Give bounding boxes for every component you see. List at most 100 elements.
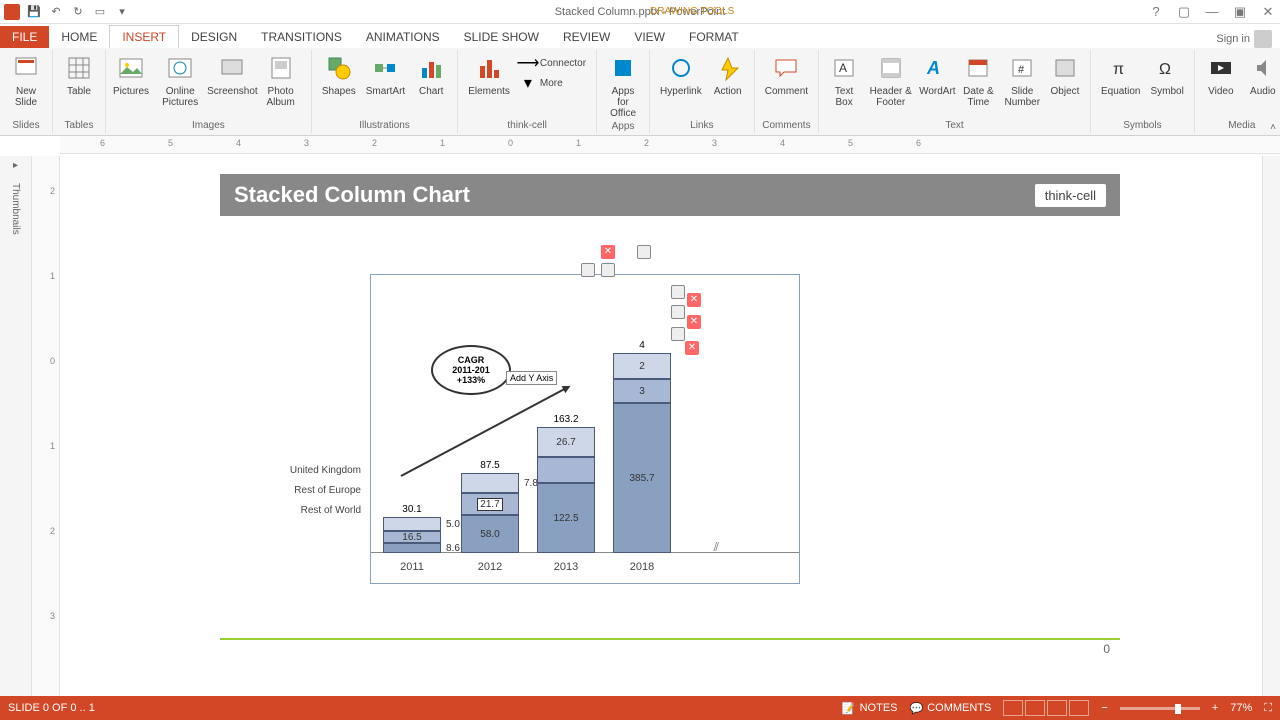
smartart-button[interactable]: SmartArt bbox=[362, 50, 409, 99]
context-tab-label: DRAWING TOOLS bbox=[650, 6, 734, 17]
notes-button[interactable]: 📝 NOTES bbox=[842, 702, 898, 715]
thinkcell-logo: think-cell bbox=[1035, 184, 1106, 207]
ribbon-tabs: FILE HOME INSERT DESIGN TRANSITIONS ANIM… bbox=[0, 24, 1280, 48]
delete-handle-icon[interactable]: ✕ bbox=[685, 341, 699, 355]
handle-icon[interactable] bbox=[601, 263, 615, 277]
workspace: ▸ Thumbnails 210123 Stacked Column Chart… bbox=[0, 156, 1280, 696]
online-pictures-button[interactable]: Online Pictures bbox=[152, 50, 208, 110]
add-y-axis-tooltip: Add Y Axis bbox=[506, 371, 557, 385]
connector-button[interactable]: ⟶Connector bbox=[516, 54, 590, 72]
group-tables-label: Tables bbox=[65, 120, 94, 133]
pictures-button[interactable]: Pictures bbox=[112, 50, 150, 99]
audio-button[interactable]: Audio bbox=[1243, 50, 1280, 99]
table-button[interactable]: Table bbox=[59, 50, 99, 99]
stacked-column-chart[interactable]: United Kingdom Rest of Europe Rest of Wo… bbox=[370, 274, 800, 584]
tab-animations[interactable]: ANIMATIONS bbox=[354, 26, 452, 48]
symbol-button[interactable]: ΩSymbol bbox=[1146, 50, 1187, 99]
delete-handle-icon[interactable]: ✕ bbox=[601, 245, 615, 259]
apps-office-button[interactable]: Apps for Office bbox=[603, 50, 643, 121]
object-button[interactable]: Object bbox=[1046, 50, 1084, 99]
signin-label: Sign in bbox=[1216, 33, 1250, 45]
slide-footer: 0 bbox=[220, 638, 1120, 658]
tab-format[interactable]: FORMAT bbox=[677, 26, 751, 48]
action-button[interactable]: Action bbox=[708, 50, 748, 99]
equation-button[interactable]: πEquation bbox=[1097, 50, 1144, 99]
qat-dropdown-icon[interactable]: ▾ bbox=[114, 4, 130, 20]
svg-text:π: π bbox=[1113, 61, 1124, 78]
tab-transitions[interactable]: TRANSITIONS bbox=[249, 26, 354, 48]
tab-insert[interactable]: INSERT bbox=[109, 25, 179, 48]
wordart-button[interactable]: AWordArt bbox=[918, 50, 956, 99]
undo-icon[interactable]: ↶ bbox=[48, 4, 64, 20]
group-apps-label: Apps bbox=[612, 121, 635, 134]
zoom-in-icon[interactable]: + bbox=[1212, 702, 1218, 714]
powerpoint-icon bbox=[4, 4, 20, 20]
collapse-ribbon-icon[interactable]: ˄ bbox=[1270, 122, 1276, 133]
zoom-slider[interactable] bbox=[1120, 707, 1200, 710]
maximize-icon[interactable]: ▣ bbox=[1230, 4, 1250, 20]
avatar-icon bbox=[1254, 30, 1272, 48]
zoom-level[interactable]: 77% bbox=[1230, 702, 1252, 714]
header-footer-button[interactable]: Header & Footer bbox=[865, 50, 916, 110]
handle-icon[interactable] bbox=[581, 263, 595, 277]
slide-area[interactable]: Stacked Column Chart think-cell United K… bbox=[60, 156, 1262, 696]
cagr-annotation[interactable]: CAGR 2011-201 +133% bbox=[431, 345, 511, 395]
redo-icon[interactable]: ↻ bbox=[70, 4, 86, 20]
minimize-icon[interactable]: — bbox=[1202, 4, 1222, 20]
vertical-ruler: 210123 bbox=[32, 156, 60, 696]
slide-number-button[interactable]: #Slide Number bbox=[1001, 50, 1044, 110]
hyperlink-button[interactable]: Hyperlink bbox=[656, 50, 706, 99]
svg-text:A: A bbox=[839, 61, 847, 75]
textbox-button[interactable]: AText Box bbox=[825, 50, 863, 110]
handle-icon[interactable] bbox=[637, 245, 651, 259]
title-bar: 💾 ↶ ↻ ▭ ▾ Stacked Column.pptx - PowerPoi… bbox=[0, 0, 1280, 24]
signin-link[interactable]: Sign in bbox=[1216, 30, 1272, 48]
more-button[interactable]: ▾More bbox=[516, 74, 590, 92]
expand-thumbnails-icon[interactable]: ▸ bbox=[9, 156, 22, 175]
cagr-line1: CAGR bbox=[458, 355, 485, 365]
touch-mode-icon[interactable]: ▭ bbox=[92, 4, 108, 20]
vertical-scrollbar[interactable] bbox=[1262, 156, 1280, 696]
new-slide-button[interactable]: New Slide bbox=[6, 50, 46, 110]
group-thinkcell-label: think-cell bbox=[507, 120, 546, 133]
ribbon-options-icon[interactable]: ▢ bbox=[1174, 4, 1194, 20]
cagr-line2: 2011-201 bbox=[452, 365, 490, 375]
save-icon[interactable]: 💾 bbox=[26, 4, 42, 20]
tab-review[interactable]: REVIEW bbox=[551, 26, 622, 48]
slide: Stacked Column Chart think-cell United K… bbox=[220, 174, 1120, 674]
tab-file[interactable]: FILE bbox=[0, 26, 49, 48]
help-icon[interactable]: ? bbox=[1146, 4, 1166, 20]
group-symbols-label: Symbols bbox=[1123, 120, 1161, 133]
view-buttons[interactable] bbox=[1003, 700, 1089, 716]
photo-album-button[interactable]: Photo Album bbox=[256, 50, 304, 110]
group-text-label: Text bbox=[945, 120, 963, 133]
shapes-button[interactable]: Shapes bbox=[318, 50, 360, 99]
tab-home[interactable]: HOME bbox=[49, 26, 109, 48]
delete-handle-icon[interactable]: ✕ bbox=[687, 293, 701, 307]
fit-to-window-icon[interactable]: ⛶ bbox=[1264, 702, 1272, 715]
slide-number: 0 bbox=[1103, 642, 1110, 656]
svg-text:#: # bbox=[1018, 64, 1025, 76]
ribbon: New Slide Slides Table Tables Pictures O… bbox=[0, 48, 1280, 136]
close-icon[interactable]: ✕ bbox=[1258, 4, 1278, 20]
comments-button[interactable]: 💬 COMMENTS bbox=[910, 702, 992, 715]
series-label-uk: United Kingdom bbox=[261, 465, 361, 476]
handle-icon[interactable] bbox=[671, 327, 685, 341]
slide-counter: SLIDE 0 OF 0 .. 1 bbox=[8, 702, 95, 714]
elements-button[interactable]: Elements bbox=[464, 50, 514, 99]
tab-view[interactable]: VIEW bbox=[622, 26, 677, 48]
delete-handle-icon[interactable]: ✕ bbox=[687, 315, 701, 329]
zoom-out-icon[interactable]: − bbox=[1101, 702, 1107, 714]
chart-button[interactable]: Chart bbox=[411, 50, 451, 99]
handle-icon[interactable] bbox=[671, 285, 685, 299]
screenshot-button[interactable]: Screenshot bbox=[210, 50, 254, 99]
date-time-button[interactable]: Date & Time bbox=[958, 50, 998, 110]
tab-design[interactable]: DESIGN bbox=[179, 26, 249, 48]
group-images-label: Images bbox=[192, 120, 225, 133]
handle-icon[interactable] bbox=[671, 305, 685, 319]
video-button[interactable]: Video bbox=[1201, 50, 1241, 99]
series-label-world: Rest of World bbox=[261, 505, 361, 516]
tab-slideshow[interactable]: SLIDE SHOW bbox=[452, 26, 551, 48]
axis-break-icon: ⫽ bbox=[714, 540, 719, 555]
comment-button[interactable]: Comment bbox=[761, 50, 812, 99]
